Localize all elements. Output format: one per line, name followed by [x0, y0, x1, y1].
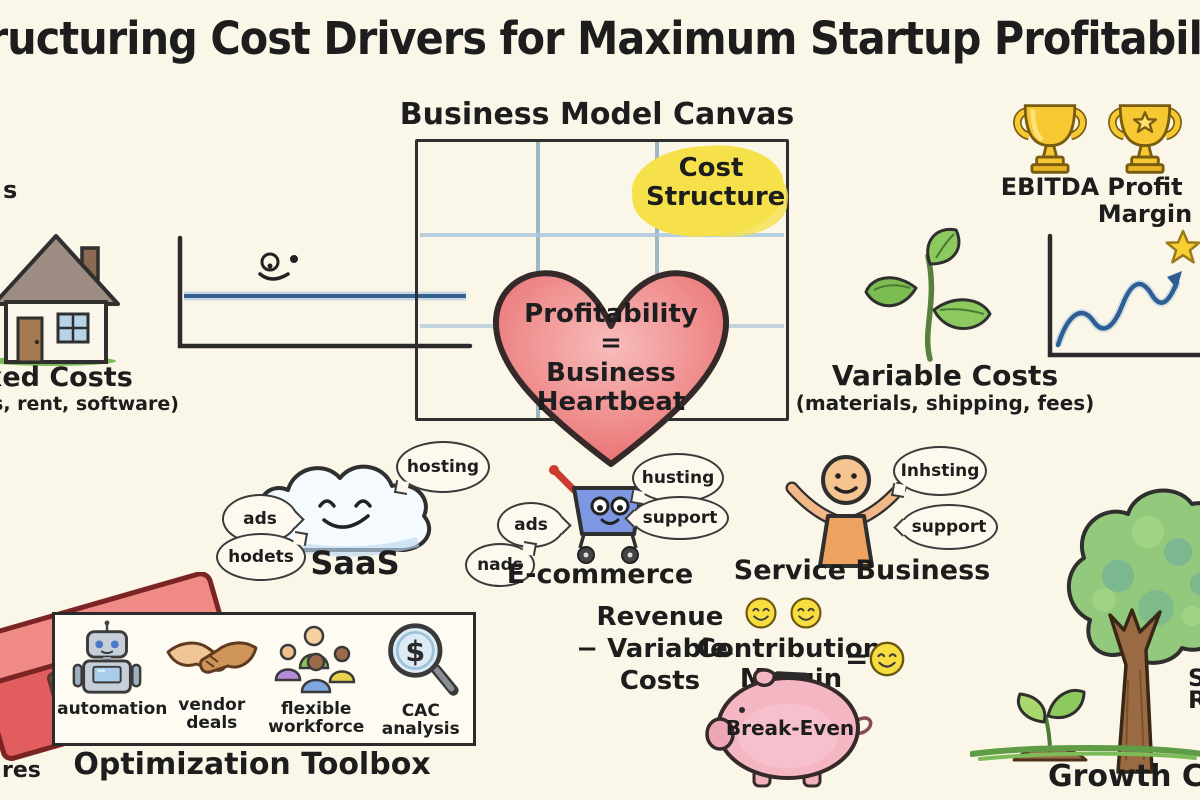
heart-icon — [492, 270, 730, 467]
dollar-symbol: $ — [405, 634, 425, 668]
formula-costs: Costs — [619, 666, 701, 696]
formula-minus-sign: − — [712, 636, 736, 669]
grass-line — [970, 745, 1200, 761]
profit-margin-label: Profit Margin — [1097, 173, 1193, 228]
flat-cost-chart — [177, 235, 473, 349]
formula-contribution: Contribution — [696, 634, 882, 664]
toolbox-panel: automation vendor deals flexible workfor… — [52, 612, 476, 746]
speech-bubble: hosting — [396, 441, 490, 493]
clipped-text-fragment: res — [2, 758, 41, 783]
smiley-icon — [745, 597, 777, 629]
fixed-costs-sublabel: (salaries, rent, software) — [0, 393, 179, 415]
clipped-text-fragment: S — [1188, 664, 1200, 692]
variable-costs-label: Variable Costs — [831, 359, 1059, 392]
toolbox-item: vendor deals — [162, 620, 262, 733]
speech-bubble: support — [631, 496, 729, 540]
speech-bubble: support — [900, 504, 998, 550]
speech-bubble: nads — [465, 543, 535, 587]
smiley-icon — [790, 597, 822, 629]
toolbox-item-label: flexible workforce — [268, 699, 365, 738]
canvas-heading: Business Model Canvas — [399, 97, 795, 132]
clipped-text-fragment: s — [3, 176, 18, 204]
variable-costs-sublabel: (materials, shipping, fees) — [795, 391, 1095, 415]
toolbox-item: automation — [57, 620, 168, 719]
handshake-icon — [166, 641, 258, 674]
plant-icon — [864, 227, 992, 362]
break-even-label: Break-Even — [725, 716, 855, 740]
ecommerce-label: E-commerce — [506, 559, 694, 590]
bubble-text: support — [911, 517, 987, 537]
formula-minus-variable: − Variable — [576, 634, 728, 664]
toolbox-item: $ CAC analysis — [371, 620, 471, 739]
bubble-text: support — [642, 508, 718, 528]
formula-revenue: Revenue — [596, 602, 724, 632]
heart-line: Heartbeat — [536, 387, 686, 418]
toolbox-item: flexible workforce — [266, 620, 366, 737]
grid-line — [420, 233, 784, 237]
growth-corner-label: Growth Corner — [1048, 759, 1200, 794]
optimization-toolbox-label: Optimization Toolbox — [73, 747, 431, 782]
bubble-text: hosting — [406, 457, 480, 477]
clipped-text-fragment: R — [1188, 686, 1200, 714]
heart-line: Business — [546, 357, 676, 388]
house-icon — [0, 234, 120, 366]
speech-bubble: ads — [497, 502, 565, 548]
smiley-icon — [869, 641, 905, 677]
heart-line: Profitability — [524, 299, 698, 329]
bubble-text: ads — [243, 509, 277, 529]
bubble-text: husting — [641, 468, 715, 488]
bubble-text: hodets — [228, 547, 294, 567]
robot-icon — [72, 620, 142, 694]
toolbox-item-label: vendor deals — [178, 695, 246, 734]
page-title: Structuring Cost Drivers for Maximum Sta… — [0, 12, 1200, 65]
profit-margin-trophy-icon — [1108, 104, 1182, 174]
toolbox-item-label: automation — [57, 699, 168, 719]
ebitda-label: EBITDA — [1000, 173, 1100, 201]
bubble-text: ads — [514, 515, 548, 535]
fixed-costs-label: Fixed Costs — [0, 362, 133, 393]
bubble-text: nads — [477, 555, 523, 575]
heart-text: Profitability = Business Heartbeat — [496, 299, 726, 418]
speech-bubble: Inhsting — [893, 446, 987, 496]
ecommerce-cart-icon — [549, 465, 644, 564]
growth-line-chart — [1047, 229, 1200, 358]
bubble-text: Inhsting — [900, 461, 980, 481]
piggy-bank-icon — [705, 668, 873, 788]
toolbox-item-label: CAC analysis — [381, 701, 460, 740]
tree-icon — [1067, 488, 1200, 774]
service-business-label: Service Business — [733, 555, 991, 586]
saas-label: SaaS — [310, 544, 400, 582]
heart-line: = — [600, 328, 622, 359]
speech-bubble: ads — [222, 494, 298, 544]
cost-structure-label: Cost Structure — [646, 153, 786, 213]
people-icon — [274, 625, 356, 694]
formula-equals-sign: = — [845, 642, 869, 675]
ebitda-trophy-icon — [1013, 104, 1087, 174]
speech-bubble: hodets — [216, 533, 306, 581]
magnifier-dollar-icon: $ — [387, 623, 459, 696]
